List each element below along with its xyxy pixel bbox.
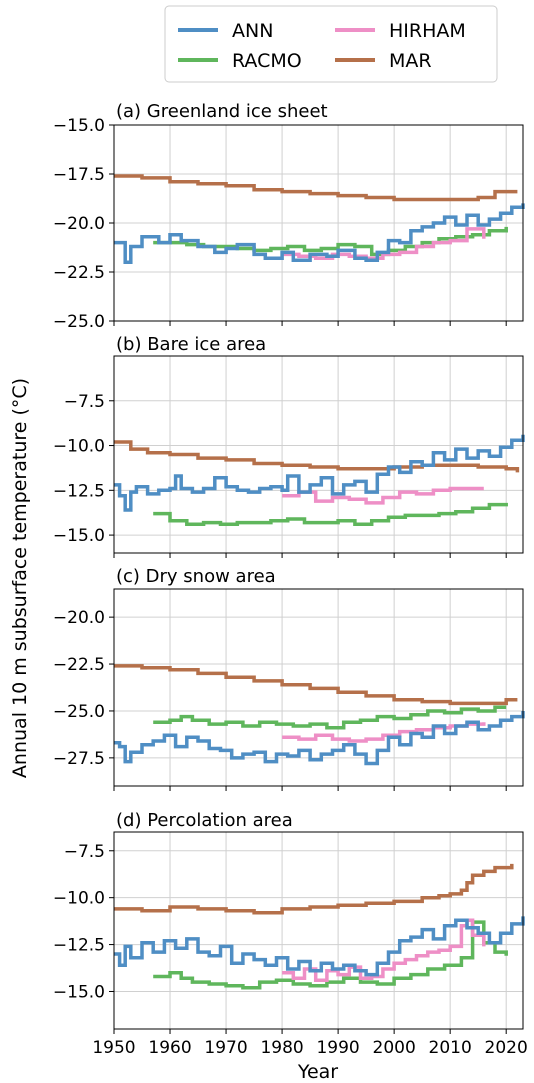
x-tick-labels: 1950 1960 1970 1980 1990 2000 2010 2020	[92, 1038, 527, 1058]
panel-d-y-tick-label: −10.0	[53, 889, 105, 909]
panel-a-y-tick-label: −25.0	[53, 312, 105, 332]
panel-a-series-mar	[114, 174, 518, 202]
panel-a-series-ann	[114, 203, 525, 264]
legend-label-racmo: RACMO	[232, 50, 302, 72]
panel-c-series-mar	[114, 664, 518, 706]
legend-frame	[164, 5, 498, 83]
panel-c-y-tick-label: −20.0	[53, 608, 105, 628]
x-tick-label: 2010	[429, 1038, 472, 1058]
x-tick-label: 1960	[148, 1038, 191, 1058]
panel-c-title: (c) Dry snow area	[116, 566, 276, 587]
panel-c: −20.0 −22.5 −25.0 −27.5	[53, 588, 525, 791]
panel-d-y-tick-label: −7.5	[64, 842, 105, 862]
x-tick-label: 1990	[316, 1038, 359, 1058]
panel-a-y-tick-label: −22.5	[53, 263, 105, 283]
panel-d-series-racmo	[153, 920, 508, 990]
panel-a-y-tick-label: −17.5	[53, 165, 105, 185]
panel-c-y-tick-label: −25.0	[53, 702, 105, 722]
panel-a-y-tick-label: −20.0	[53, 214, 105, 234]
panel-b: −7.5 −10.0 −12.5 −15.0	[53, 355, 525, 558]
panel-a-y-tick-label: −15.0	[53, 116, 105, 136]
panel-d-plot-area	[114, 832, 523, 1029]
panel-a-series-racmo	[153, 226, 508, 257]
panel-c-y-tick-label: −22.5	[53, 655, 105, 675]
panel-b-y-tick-label: −12.5	[53, 481, 105, 501]
panel-a-title: (a) Greenland ice sheet	[116, 101, 328, 122]
panel-d-series-ann	[114, 916, 525, 977]
x-axis-label: Year	[297, 1061, 338, 1083]
panel-d-y-tick-label: −12.5	[53, 936, 105, 956]
x-tick-label: 1980	[260, 1038, 303, 1058]
panel-b-title: (b) Bare ice area	[116, 334, 266, 355]
panel-b-series-racmo	[153, 502, 508, 527]
legend: ANN HIRHAM RACMO MAR	[164, 5, 498, 83]
panel-b-y-tick-label: −15.0	[53, 526, 105, 546]
panel-c-series-hirham	[282, 722, 486, 743]
panel-d-y-tick-label: −15.0	[53, 982, 105, 1002]
panel-a: −15.0 −17.5 −20.0 −22.5 −25.0	[53, 116, 525, 332]
panel-d-series-mar	[114, 863, 514, 915]
legend-label-mar: MAR	[389, 50, 432, 72]
panel-c-y-tick-label: −27.5	[53, 749, 105, 769]
panel-d: −7.5 −10.0 −12.5 −15.0	[53, 831, 525, 1034]
x-tick-label: 2000	[373, 1038, 416, 1058]
panel-b-series-ann	[114, 434, 525, 512]
panel-d-frame	[113, 831, 524, 1030]
panel-b-series-mar	[114, 440, 520, 473]
panel-a-frame	[113, 124, 524, 322]
panel-b-y-tick-label: −10.0	[53, 437, 105, 457]
panel-a-series-hirham	[282, 227, 486, 261]
panel-c-series-racmo	[153, 705, 507, 730]
legend-label-hirham: HIRHAM	[389, 20, 466, 42]
legend-label-ann: ANN	[232, 20, 273, 42]
panel-c-frame	[113, 588, 524, 787]
x-tick-label: 2020	[485, 1038, 528, 1058]
x-tick-label: 1950	[92, 1038, 135, 1058]
panel-d-series-hirham	[282, 918, 486, 982]
panel-b-series-hirham	[282, 486, 484, 505]
panel-d-title: (d) Percolation area	[116, 810, 293, 831]
panel-b-y-tick-label: −7.5	[64, 392, 105, 412]
panel-b-frame	[113, 355, 524, 554]
y-axis-label: Annual 10 m subsurface temperature (°C)	[9, 378, 31, 778]
x-tick-label: 1970	[204, 1038, 247, 1058]
panel-c-series-ann	[114, 711, 525, 766]
